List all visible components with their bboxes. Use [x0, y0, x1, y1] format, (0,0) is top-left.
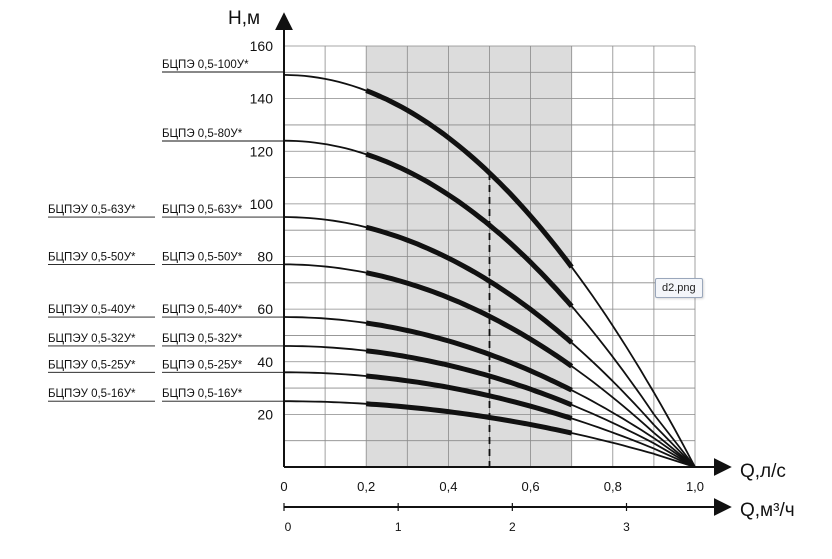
x-tick-label: 0,6 — [522, 479, 540, 494]
x-tick-label: 0,8 — [604, 479, 622, 494]
y-tick-label: 60 — [257, 301, 273, 317]
curve-label-alt: БЦПЭУ 0,5-50У* — [48, 251, 136, 263]
x2-tick-label: 0 — [285, 520, 292, 534]
curve-label: БЦПЭ 0,5-80У* — [162, 128, 243, 140]
x-tick-label: 0,4 — [439, 479, 457, 494]
x2-axis-title: Q,м³/ч — [740, 500, 795, 521]
curve-label-alt: БЦПЭУ 0,5-16У* — [48, 388, 136, 400]
curve-label: БЦПЭ 0,5-32У* — [162, 333, 243, 345]
x-tick-label: 1,0 — [686, 479, 704, 494]
curve-label: БЦПЭ 0,5-16У* — [162, 388, 243, 400]
curve-working-segment — [365, 224, 574, 345]
curve-tail — [653, 452, 696, 468]
y-tick-label: 100 — [250, 196, 274, 212]
curve-working-segment — [365, 373, 573, 421]
curve-label: БЦПЭ 0,5-40У* — [162, 304, 243, 316]
curve-working-segment — [365, 88, 574, 269]
y-axis-title: Н,м — [228, 8, 260, 29]
y-tick-label: 40 — [257, 354, 273, 370]
y-tick-label: 20 — [257, 406, 273, 422]
y-tick-label: 160 — [250, 38, 274, 54]
curve-labels: БЦПЭ 0,5-100У* БЦПЭ 0,5-80У* БЦПЭ 0,5-63У*… — [48, 59, 284, 402]
performance-curves — [283, 74, 696, 468]
curve-working-segment — [365, 348, 573, 408]
curve-label-alt: БЦПЭУ 0,5-40У* — [48, 304, 136, 316]
curve-working-segment — [365, 320, 573, 393]
curve-label-alt: БЦПЭУ 0,5-25У* — [48, 359, 136, 371]
x-tick-label: 0 — [280, 479, 287, 494]
x-axis-title: Q,л/с — [740, 461, 786, 482]
curve-label: БЦПЭ 0,5-63У* — [162, 204, 243, 216]
y-tick-label: 80 — [257, 249, 273, 265]
curve-working-segment — [365, 151, 574, 308]
curve-label-alt: БЦПЭУ 0,5-63У* — [48, 204, 136, 216]
x2-tick-label: 1 — [395, 520, 402, 534]
curve-label: БЦПЭ 0,5-50У* — [162, 251, 243, 263]
curve-label-alt: БЦПЭУ 0,5-32У* — [48, 333, 136, 345]
curve-label: БЦПЭ 0,5-25У* — [162, 359, 243, 371]
y-tick-label: 140 — [250, 91, 274, 107]
x-tick-label: 0,2 — [357, 479, 375, 494]
curve-tail — [653, 413, 696, 468]
curve-label: БЦПЭ 0,5-100У* — [162, 59, 249, 71]
y-tick-label: 120 — [250, 143, 274, 159]
x2-tick-label: 2 — [509, 520, 516, 534]
image-tooltip: d2.png — [655, 278, 703, 298]
x2-tick-label: 3 — [623, 520, 630, 534]
curve-working-segment — [366, 401, 573, 436]
curve-working-segment — [365, 270, 574, 369]
curve-tail — [653, 424, 696, 468]
